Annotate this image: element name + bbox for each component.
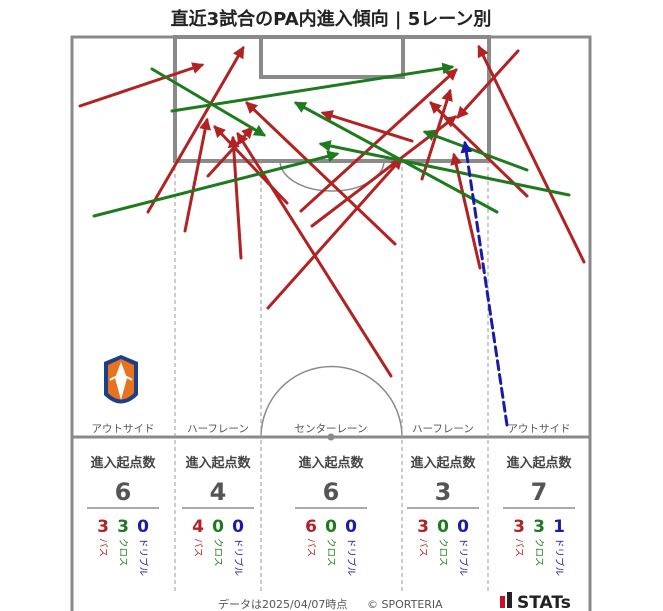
pass-arrow-3 — [183, 117, 212, 233]
stat-header-1: 進入起点数 — [90, 455, 156, 471]
stat-cross-label-4: クロス — [437, 538, 448, 567]
lane-labels: アウトサイド ハーフレーン センターレーン ハーフレーン アウトサイド — [92, 423, 571, 435]
stat-total-2: 4 — [210, 478, 227, 506]
stat-pass-label-1: パス — [97, 538, 108, 557]
penalty-area — [173, 35, 491, 163]
center-spot — [327, 433, 335, 441]
lane-label-3: センターレーン — [295, 423, 368, 435]
stats-logo-icon — [500, 592, 512, 608]
stat-header-3: 進入起点数 — [298, 455, 364, 471]
stat-dribble-label-5: ドリブル — [553, 538, 565, 577]
stat-cross-label-1: クロス — [117, 538, 128, 567]
lane-label-2: ハーフレーン — [187, 423, 249, 435]
pass-arrow-5 — [227, 135, 243, 260]
footer-copyright: © SPORTERIA — [367, 598, 443, 611]
stat-cross-count-2: 0 — [212, 517, 224, 537]
stat-total-3: 6 — [323, 478, 340, 506]
brand-name: STATs — [517, 593, 571, 611]
stat-cross-label-5: クロス — [533, 538, 544, 567]
stat-total-5: 7 — [531, 478, 548, 506]
cross-arrow-18 — [92, 150, 340, 218]
stat-dribble-label-4: ドリブル — [457, 538, 469, 577]
stat-pass-count-4: 3 — [417, 517, 429, 537]
cross-arrow-22 — [318, 140, 571, 197]
dribble-arrow-24 — [460, 140, 509, 427]
stat-dribble-count-3: 0 — [345, 517, 357, 537]
stat-dribble-label-1: ドリブル — [137, 538, 149, 577]
lane-stats: 進入起点数63パス3クロス0ドリブル進入起点数44パス0クロス0ドリブル進入起点… — [87, 455, 575, 577]
stat-pass-count-3: 6 — [305, 517, 317, 537]
stat-header-2: 進入起点数 — [185, 455, 251, 471]
pass-arrow-9 — [266, 157, 403, 310]
stat-pass-count-1: 3 — [97, 517, 109, 537]
pass-arrow-15 — [456, 49, 520, 119]
pass-arrow-11 — [299, 68, 458, 213]
pass-arrow-2 — [146, 45, 245, 214]
lane-label-1: アウトサイド — [92, 423, 155, 435]
pass-arrow-13 — [450, 152, 482, 270]
cross-arrow-21 — [293, 101, 499, 214]
stat-header-4: 進入起点数 — [410, 455, 476, 471]
lane-label-5: アウトサイド — [508, 423, 571, 435]
stat-dribble-count-4: 0 — [457, 517, 469, 537]
stat-pass-label-4: パス — [417, 538, 428, 557]
goal-area — [259, 35, 405, 79]
pass-arrow-17 — [320, 110, 414, 143]
pass-arrow-14 — [477, 44, 586, 264]
stat-dribble-count-1: 0 — [137, 517, 149, 537]
stat-pass-label-3: パス — [305, 538, 316, 557]
cross-arrow-19 — [170, 62, 455, 113]
pass-arrow-16 — [429, 101, 529, 198]
stat-cross-label-2: クロス — [212, 538, 223, 567]
stat-dribble-count-5: 1 — [553, 517, 565, 537]
center-circle — [260, 365, 403, 438]
footer-timestamp: データは2025/04/07時点 — [218, 597, 347, 611]
stat-dribble-label-2: ドリブル — [232, 538, 244, 577]
cross-arrow-23 — [422, 129, 529, 172]
stat-cross-count-1: 3 — [117, 517, 129, 537]
entry-arrows — [78, 44, 586, 427]
cross-arrow-20 — [150, 67, 267, 137]
stat-dribble-label-3: ドリブル — [345, 538, 357, 577]
pass-arrow-6 — [213, 125, 289, 205]
stat-dribble-count-2: 0 — [232, 517, 244, 537]
stat-cross-count-4: 0 — [437, 517, 449, 537]
stat-pass-label-5: パス — [513, 538, 524, 557]
stat-header-5: 進入起点数 — [506, 455, 572, 471]
stat-pass-count-2: 4 — [192, 517, 204, 537]
stat-total-4: 3 — [435, 478, 452, 506]
club-crest — [104, 355, 138, 404]
stat-cross-count-3: 0 — [325, 517, 337, 537]
pass-arrow-7 — [245, 101, 397, 246]
lane-label-4: ハーフレーン — [412, 423, 474, 435]
chart-title: 直近3試合のPA内進入傾向 | 5レーン別 — [171, 8, 492, 30]
pass-arrow-1 — [78, 62, 205, 108]
stat-pass-count-5: 3 — [513, 517, 525, 537]
pass-arrow-4 — [206, 126, 254, 178]
stat-pass-label-2: パス — [192, 538, 203, 557]
stat-cross-label-3: クロス — [325, 538, 336, 567]
stat-cross-count-5: 3 — [533, 517, 545, 537]
stat-total-1: 6 — [115, 478, 132, 506]
